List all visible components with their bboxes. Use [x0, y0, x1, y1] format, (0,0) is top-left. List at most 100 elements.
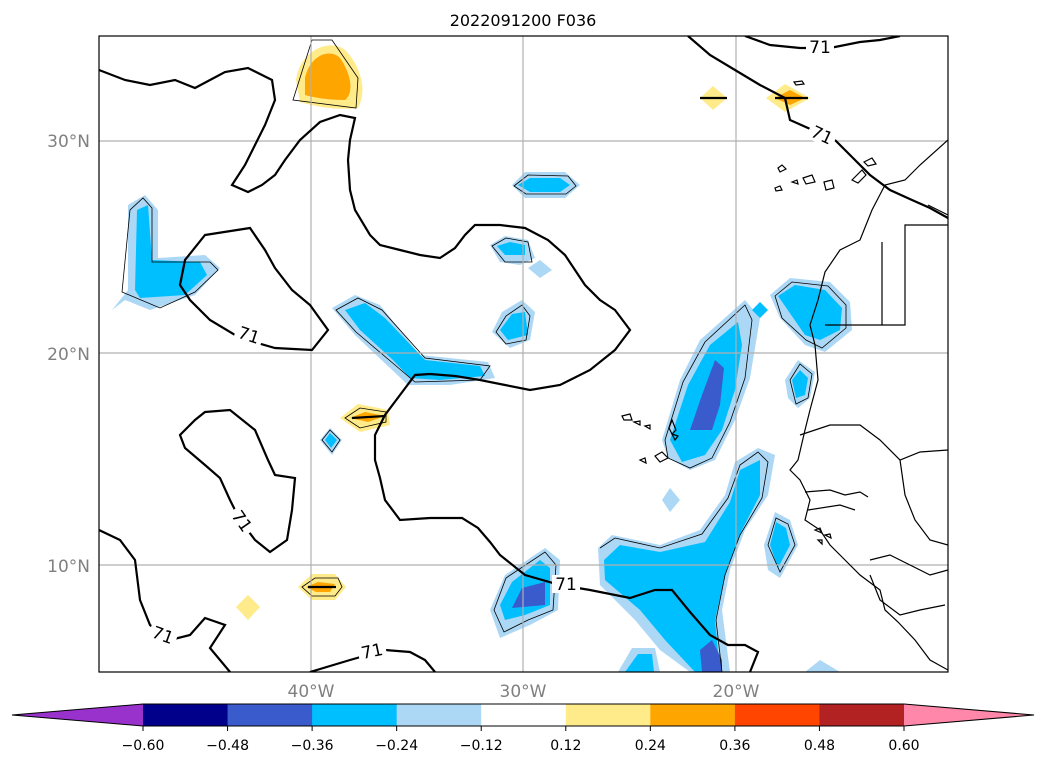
negative-anomaly-region [135, 205, 207, 298]
negative-anomaly-region [604, 460, 760, 672]
positive-anomaly-region [305, 53, 351, 100]
negative-anomaly-region [528, 260, 552, 278]
contour-71-line [351, 414, 386, 420]
colorbar-segment [396, 704, 482, 726]
colorbar-tick-label: −0.48 [206, 738, 249, 754]
filled-contours [112, 45, 852, 672]
negative-anomaly-region [792, 370, 808, 398]
lat-label-10n: 10°N [47, 557, 90, 577]
colorbar-tick-label: 0.48 [804, 738, 835, 754]
island [862, 157, 877, 167]
border-line [799, 424, 948, 461]
colorbar-segment [143, 704, 229, 726]
lon-label-30w: 30°W [500, 682, 547, 702]
island [813, 527, 824, 535]
thin-contour [664, 304, 753, 469]
negative-anomaly-region [325, 433, 337, 448]
border-line [869, 574, 946, 616]
gridlines [99, 36, 948, 672]
negative-anomaly-region [500, 312, 528, 340]
thin-contours [121, 39, 847, 672]
contour-71-line [178, 408, 297, 554]
contour-label: 71 [555, 575, 577, 595]
contour-label-bg [232, 322, 266, 348]
island [632, 420, 641, 426]
negative-anomaly-region [700, 640, 722, 672]
colorbar-segment [734, 704, 820, 726]
positive-anomaly-region [236, 595, 260, 620]
map-content: 71 71 71 71 71 71 71 [99, 36, 948, 672]
africa-coastline [789, 139, 948, 671]
colorbar-tick-label: 0.60 [888, 738, 919, 754]
contour-71-line [309, 648, 436, 672]
thin-contour [513, 174, 577, 195]
negative-anomaly-region [662, 488, 680, 512]
border-line [804, 489, 869, 498]
contour-71-line [99, 66, 760, 672]
island [670, 432, 679, 442]
island [823, 179, 835, 191]
island [792, 80, 806, 86]
thin-contour [767, 517, 796, 573]
island [777, 164, 788, 173]
colorbar: −0.60 −0.48 −0.36 −0.24 −0.12 0.12 0.24 0.36 0.4… [11, 703, 1035, 754]
colorbar-tick-label: 0.36 [719, 738, 750, 754]
negative-anomaly-region [778, 285, 842, 340]
colorbar-extend-under [12, 704, 143, 726]
colorbar-segment [227, 704, 313, 726]
contour-label: 71 [809, 38, 831, 58]
thin-contour [121, 197, 219, 309]
colorbar-segment [650, 704, 736, 726]
coastlines [621, 80, 948, 671]
colorbar-tick-label: 0.12 [550, 738, 581, 754]
thin-contour [495, 304, 531, 345]
colorbar-tick-label: −0.36 [291, 738, 334, 754]
negative-anomaly-region [690, 360, 724, 430]
contour-label-bg [805, 120, 839, 150]
colorbar-segment [312, 704, 398, 726]
border-line [869, 554, 948, 576]
lat-label-30n: 30°N [47, 132, 90, 152]
colorbar-tick-label: −0.60 [122, 738, 165, 754]
colorbar-segment [819, 704, 905, 726]
figure-title: 2022091200 F036 [450, 11, 597, 30]
thin-contour [301, 577, 343, 597]
island [638, 457, 647, 465]
negative-anomaly-region [770, 522, 790, 568]
island [621, 413, 633, 421]
colorbar-extend-over [904, 704, 1034, 726]
border-line [807, 504, 856, 511]
contour-label-bg [146, 621, 180, 649]
negative-anomaly-region [625, 654, 654, 672]
island [654, 451, 670, 463]
thin-contour [292, 39, 359, 109]
thin-contour [789, 363, 813, 405]
island [643, 424, 651, 431]
colorbar-segment [481, 704, 567, 726]
thin-contour [335, 297, 491, 383]
colorbar-segment [565, 704, 651, 726]
contour-label-bg [552, 575, 580, 593]
contour-71-line [178, 226, 330, 352]
negative-anomaly-region [345, 303, 485, 380]
contour-label-bg [806, 38, 834, 56]
island [850, 169, 867, 184]
colorbar-segments [11, 703, 1035, 727]
island [816, 539, 823, 546]
thin-contour [774, 281, 847, 349]
negative-anomaly-region [752, 302, 768, 318]
negative-anomaly-region [497, 242, 525, 255]
lat-label-20n: 20°N [47, 345, 90, 365]
colorbar-ticks: −0.60 −0.48 −0.36 −0.24 −0.12 0.12 0.24 0.36 0.4… [122, 726, 920, 754]
colorbar-tick-label: −0.24 [375, 738, 418, 754]
thin-contour [321, 429, 341, 453]
thin-contour [344, 407, 387, 429]
contour-label-bg [226, 504, 258, 538]
border-line [899, 459, 948, 546]
colorbar-tick-label: −0.12 [460, 738, 503, 754]
negative-anomaly-region [518, 178, 570, 192]
island [802, 174, 816, 185]
lon-label-20w: 20°W [713, 682, 760, 702]
contour-label-bg [356, 639, 388, 663]
